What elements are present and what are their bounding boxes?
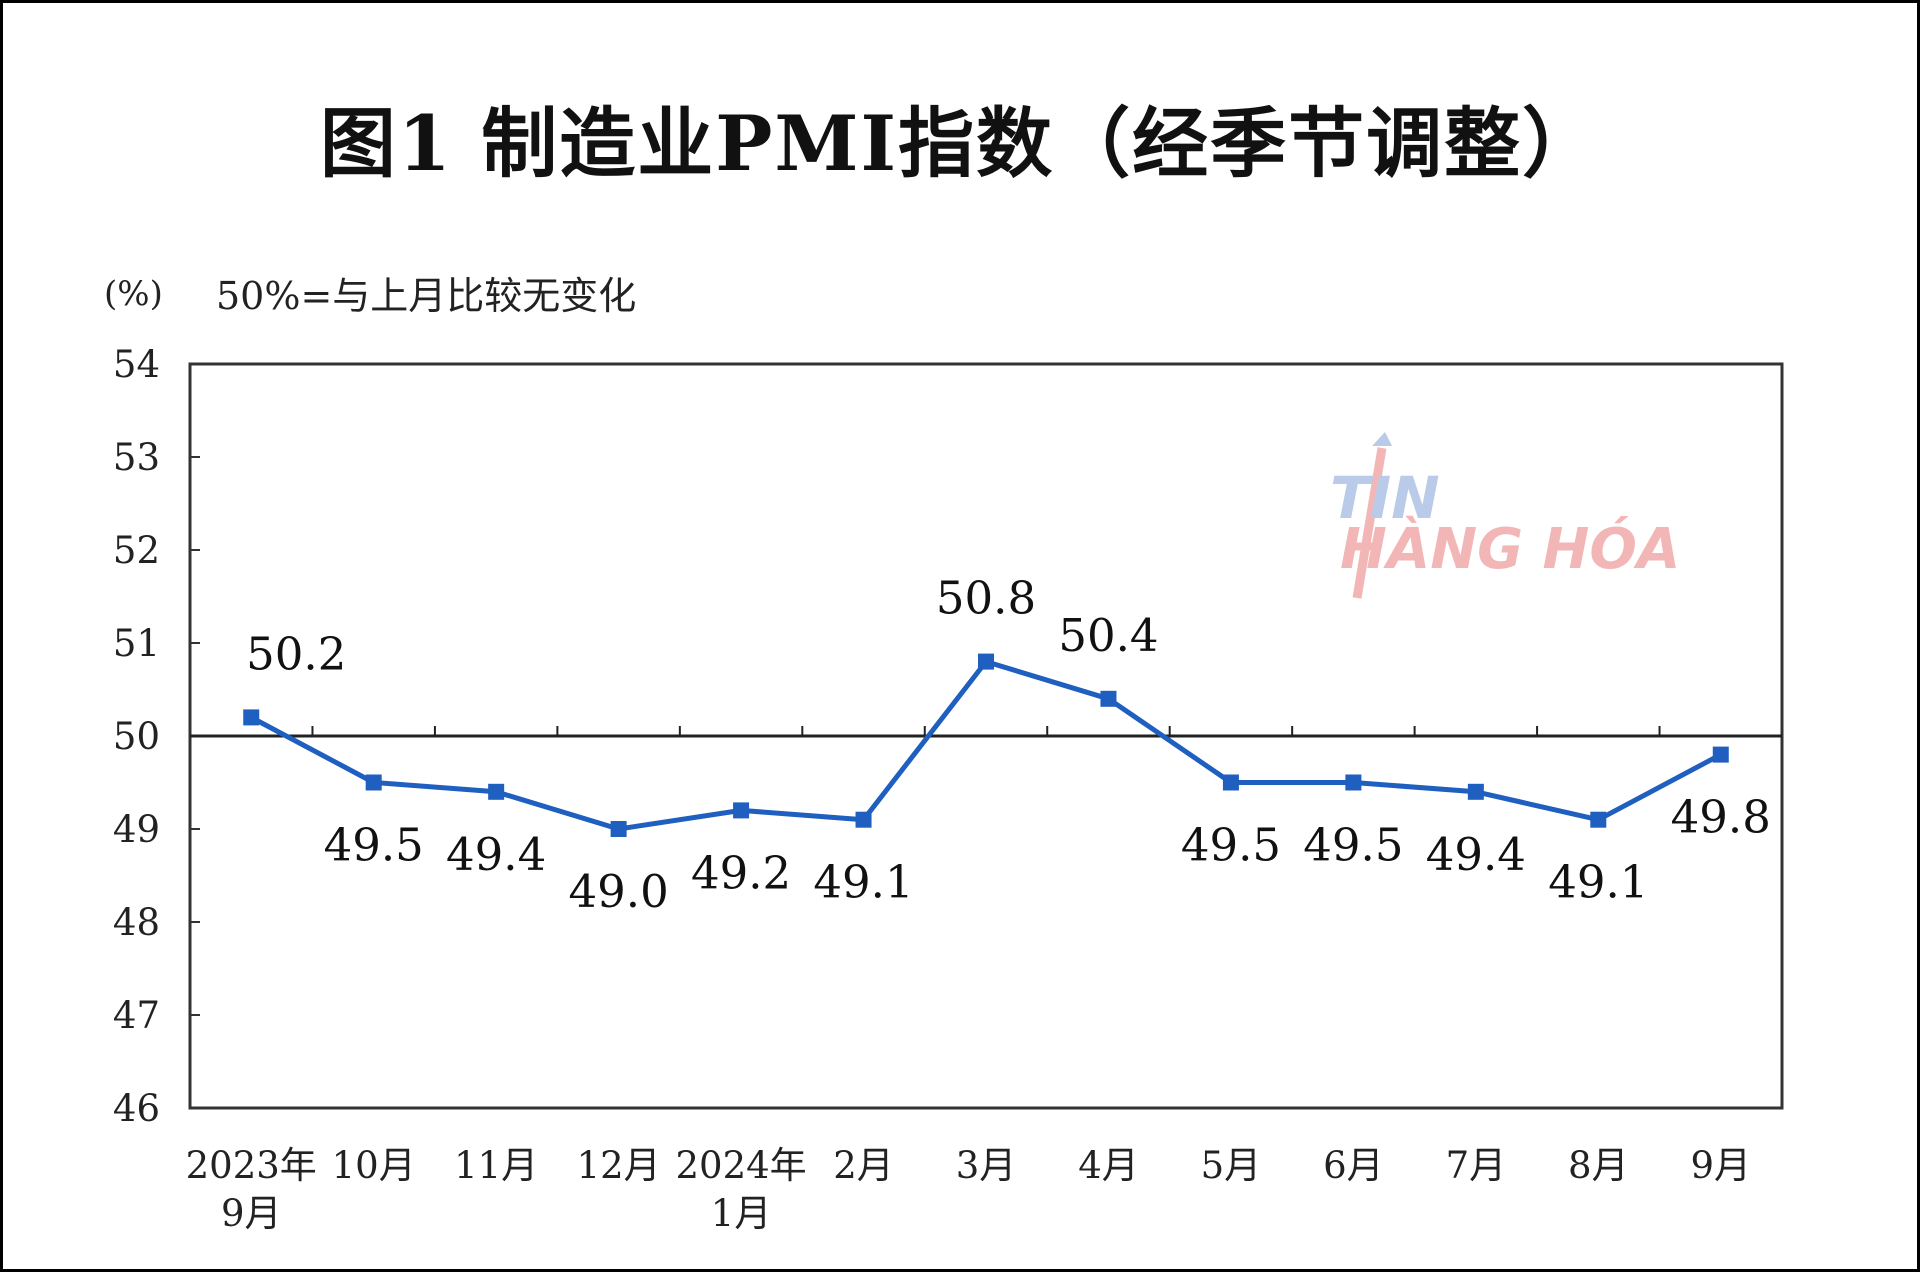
data-label: 50.4 [1058, 609, 1158, 662]
data-point-marker [488, 783, 505, 800]
data-point-marker [243, 709, 260, 726]
x-tick-label: 2023年 9月 [186, 1144, 317, 1235]
data-label: 49.8 [1671, 791, 1771, 844]
x-tick-label: 3月 [956, 1144, 1017, 1187]
y-tick-label: 51 [113, 622, 160, 665]
y-tick-label: 54 [113, 343, 160, 386]
data-label: 49.4 [1426, 828, 1526, 881]
x-tick-label: 7月 [1446, 1144, 1507, 1187]
y-tick-label: 48 [113, 901, 160, 944]
x-tick-label: 2月 [833, 1144, 894, 1187]
x-tick-label: 2024年 1月 [675, 1144, 806, 1235]
data-point-marker [1100, 690, 1117, 707]
data-point-marker [1467, 783, 1484, 800]
data-label: 49.1 [813, 856, 913, 909]
x-tick-label: 12月 [577, 1144, 661, 1187]
reference-note: 50%=与上月比较无变化 [216, 274, 637, 318]
data-point-marker [1712, 746, 1729, 763]
y-tick-label: 49 [113, 808, 160, 851]
y-axis-unit: (%) [104, 274, 163, 314]
data-label: 49.5 [1303, 819, 1403, 872]
data-point-marker [1590, 811, 1607, 828]
x-tick-label: 9月 [1690, 1144, 1751, 1187]
data-point-marker [978, 653, 994, 670]
watermark-arrow-shaft [1352, 447, 1387, 599]
data-point-marker [1222, 774, 1239, 791]
watermark-line2: HÀNG HÓA [1340, 517, 1680, 582]
chart-title: 图1 制造业PMI指数（经季节调整） [319, 99, 1601, 188]
data-label: 50.2 [246, 627, 346, 680]
x-tick-label: 8月 [1568, 1144, 1629, 1187]
data-point-marker [365, 774, 382, 791]
y-tick-label: 50 [113, 715, 160, 758]
data-label: 50.8 [936, 572, 1036, 625]
y-tick-label: 53 [113, 436, 160, 479]
data-label: 49.1 [1548, 856, 1648, 909]
data-label: 49.4 [446, 828, 546, 881]
data-label: 49.5 [1181, 819, 1281, 872]
data-label: 49.0 [569, 865, 669, 918]
data-label: 49.5 [324, 819, 424, 872]
x-tick-label: 11月 [454, 1144, 538, 1187]
data-point-marker [610, 821, 627, 837]
x-tick-label: 4月 [1078, 1144, 1139, 1187]
y-tick-label: 47 [113, 994, 160, 1037]
watermark-arrow-head [1372, 432, 1392, 446]
x-tick-label: 5月 [1201, 1144, 1262, 1187]
watermark-line1: TIN [1330, 464, 1440, 532]
data-point-marker [855, 811, 872, 828]
data-point-marker [733, 802, 750, 819]
series-line [250, 659, 1722, 832]
y-tick-label: 52 [113, 529, 160, 572]
data-label: 49.2 [691, 846, 791, 899]
x-tick-label: 10月 [332, 1144, 416, 1187]
data-point-marker [1345, 774, 1362, 791]
watermark-logo: TIN HÀNG HÓA [1330, 432, 1680, 599]
y-tick-label: 46 [113, 1087, 160, 1130]
x-tick-label: 6月 [1323, 1144, 1384, 1187]
